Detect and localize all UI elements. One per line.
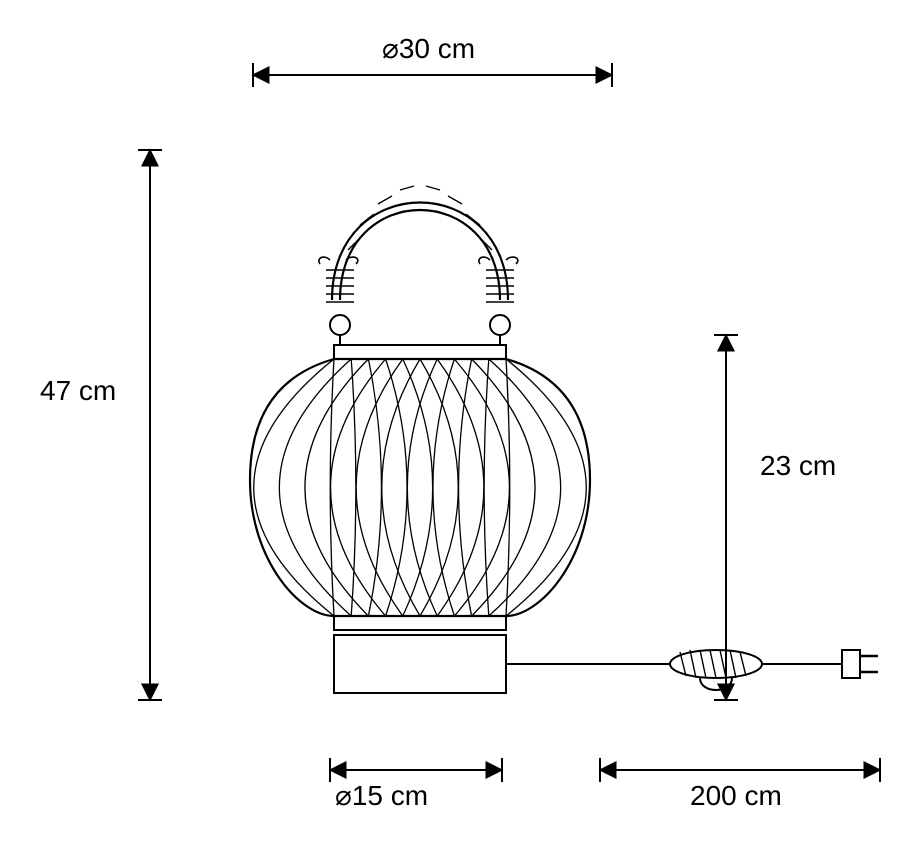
handle-ring-left [330, 315, 350, 335]
label-left-height: 47 cm [40, 375, 116, 406]
lamp-bottom-plate [334, 616, 506, 630]
dimension-diagram: ⌀30 cm 47 cm 23 cm ⌀15 cm 200 cm [0, 0, 912, 852]
handle-ring-right [490, 315, 510, 335]
lamp-lattice [254, 359, 587, 616]
label-bottom-diameter: ⌀15 cm [335, 780, 428, 811]
handle-binding-left [319, 257, 358, 302]
lamp-body-outline [250, 359, 590, 616]
plug-body [842, 650, 860, 678]
lamp-top-plate [334, 345, 506, 359]
power-cord [506, 650, 878, 690]
lamp-illustration [250, 186, 878, 693]
label-cord-length: 200 cm [690, 780, 782, 811]
cord-coil [670, 650, 762, 678]
label-right-height: 23 cm [760, 450, 836, 481]
handle-rope [332, 186, 508, 300]
cord-loop [700, 678, 732, 690]
lamp-base [334, 635, 506, 693]
label-top-diameter: ⌀30 cm [382, 33, 475, 64]
cord-coil-wraps [680, 650, 746, 678]
